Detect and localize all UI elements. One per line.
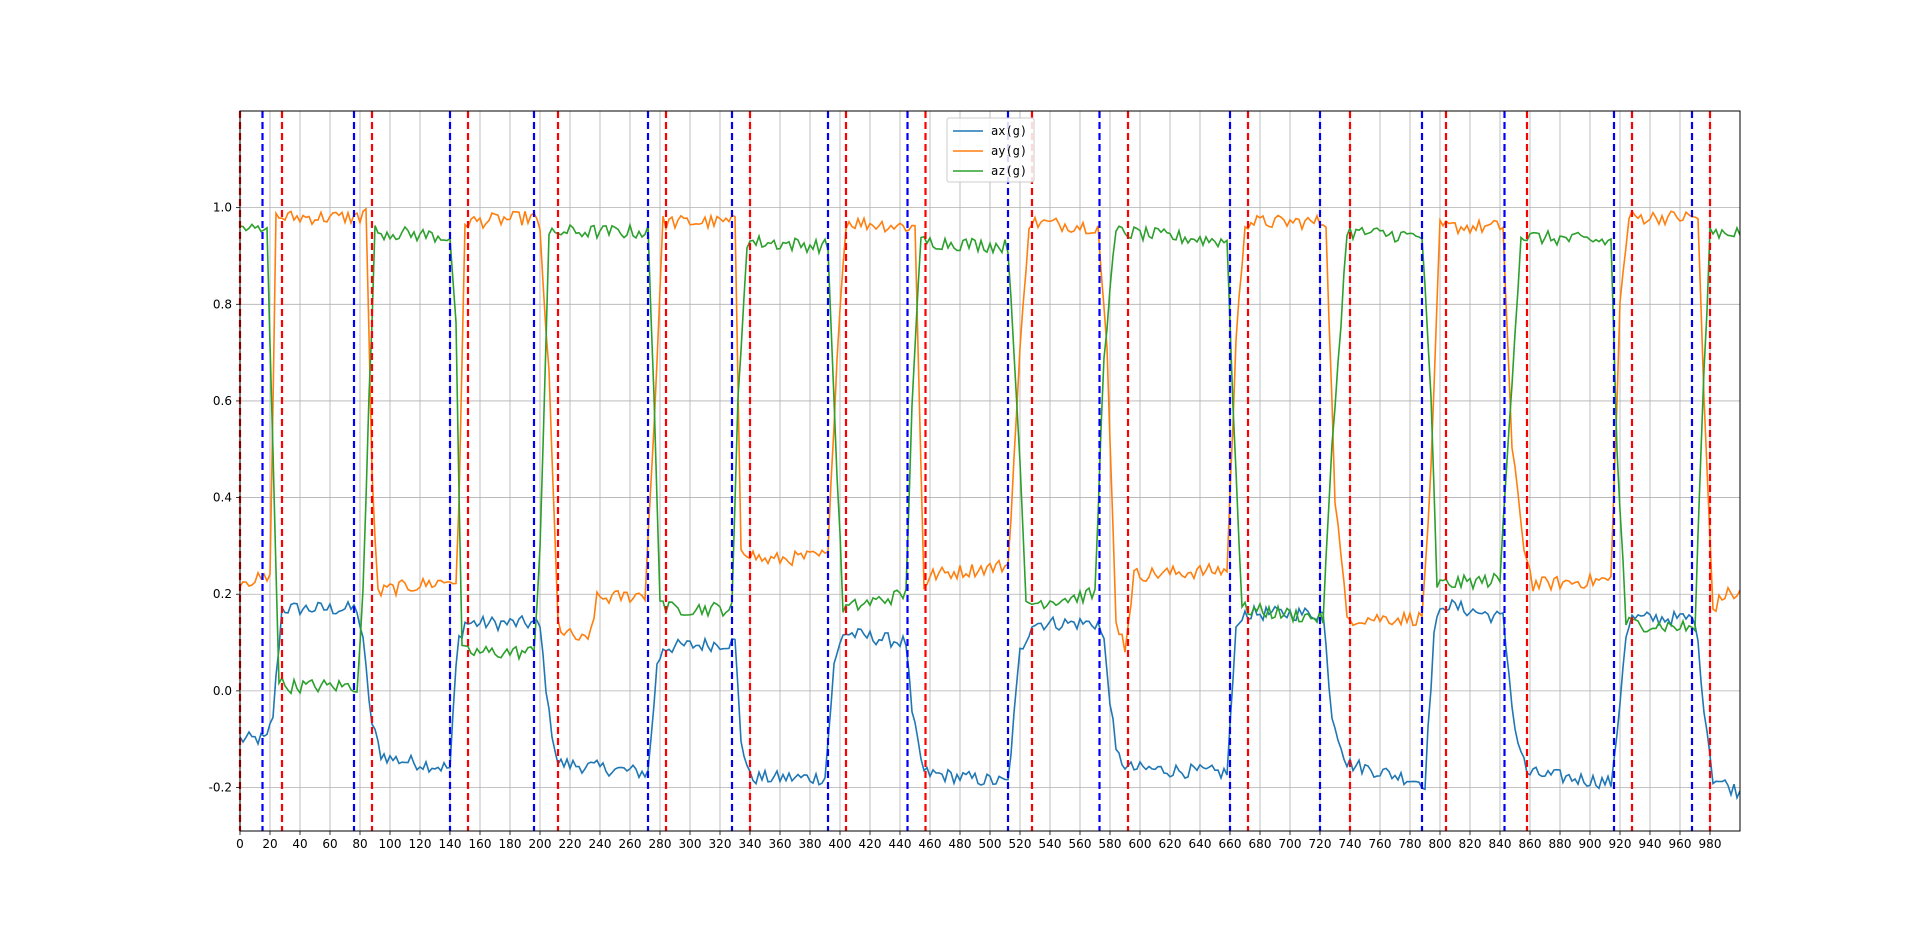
series-line (239, 207, 1741, 653)
legend-label: ay(g) (991, 144, 1027, 158)
x-tick-label: 80 (352, 837, 367, 851)
y-tick-label: 0.4 (213, 491, 232, 505)
x-tick-label: 640 (1189, 837, 1212, 851)
x-tick-label: 180 (499, 837, 522, 851)
x-tick-label: 20 (262, 837, 277, 851)
x-tick-label: 840 (1489, 837, 1512, 851)
x-tick-label: 460 (919, 837, 942, 851)
x-tick-label: 620 (1159, 837, 1182, 851)
vline-layer (238, 111, 1712, 831)
grid-layer (239, 111, 1740, 831)
series-line (239, 598, 1741, 801)
x-tick-label: 660 (1219, 837, 1242, 851)
x-tick-label: 900 (1579, 837, 1602, 851)
x-tick-label: 280 (649, 837, 672, 851)
x-tick-label: 480 (949, 837, 972, 851)
axis-layer: 0 20 40 60 80 100 120 140 160 180 200 220 240 260 280 3… (209, 201, 1722, 851)
x-tick-label: 780 (1399, 837, 1422, 851)
x-tick-label: 140 (439, 837, 462, 851)
legend-label: az(g) (991, 164, 1027, 178)
series-layer (239, 207, 1741, 801)
x-tick-label: 500 (979, 837, 1002, 851)
x-tick-label: 380 (799, 837, 822, 851)
x-tick-label: 920 (1609, 837, 1632, 851)
series-group (239, 207, 1741, 653)
x-tick-label: 60 (322, 837, 337, 851)
x-tick-label: 720 (1309, 837, 1332, 851)
x-tick-label: 100 (379, 837, 402, 851)
x-tick-label: 860 (1519, 837, 1542, 851)
x-tick-label: 600 (1129, 837, 1152, 851)
x-tick-label: 40 (292, 837, 307, 851)
x-tick-label: 360 (769, 837, 792, 851)
x-tick-label: 940 (1639, 837, 1662, 851)
series-line (239, 222, 1741, 695)
series-group (239, 222, 1741, 695)
x-tick-label: 120 (409, 837, 432, 851)
x-tick-label: 680 (1249, 837, 1272, 851)
x-tick-label: 540 (1039, 837, 1062, 851)
y-tick-label: -0.2 (209, 781, 232, 795)
y-tick-label: 1.0 (213, 201, 232, 215)
x-tick-label: 400 (829, 837, 852, 851)
y-tick-label: 0.6 (213, 394, 232, 408)
legend-box (946, 117, 1035, 183)
x-tick-label: 880 (1549, 837, 1572, 851)
x-tick-label: 560 (1069, 837, 1092, 851)
x-tick-label: 980 (1699, 837, 1722, 851)
x-tick-label: 340 (739, 837, 762, 851)
x-tick-label: 260 (619, 837, 642, 851)
x-tick-label: 760 (1369, 837, 1392, 851)
legend: ax(g) ay(g) az(g) (946, 117, 1035, 183)
x-tick-label: 520 (1009, 837, 1032, 851)
x-tick-label: 160 (469, 837, 492, 851)
legend-label: ax(g) (991, 124, 1027, 138)
series-group (239, 598, 1741, 801)
x-tick-label: 700 (1279, 837, 1302, 851)
x-tick-label: 420 (859, 837, 882, 851)
x-tick-label: 800 (1429, 837, 1452, 851)
x-tick-label: 580 (1099, 837, 1122, 851)
x-tick-label: 300 (679, 837, 702, 851)
x-tick-label: 820 (1459, 837, 1482, 851)
x-tick-label: 440 (889, 837, 912, 851)
x-tick-label: 960 (1669, 837, 1692, 851)
x-tick-label: 200 (529, 837, 552, 851)
y-tick-label: 0.0 (213, 684, 232, 698)
x-tick-label: 0 (236, 837, 244, 851)
y-tick-label: 0.8 (213, 297, 232, 311)
y-tick-label: 0.2 (213, 587, 232, 601)
x-tick-label: 320 (709, 837, 732, 851)
x-tick-label: 220 (559, 837, 582, 851)
x-tick-label: 740 (1339, 837, 1362, 851)
x-tick-label: 240 (589, 837, 612, 851)
